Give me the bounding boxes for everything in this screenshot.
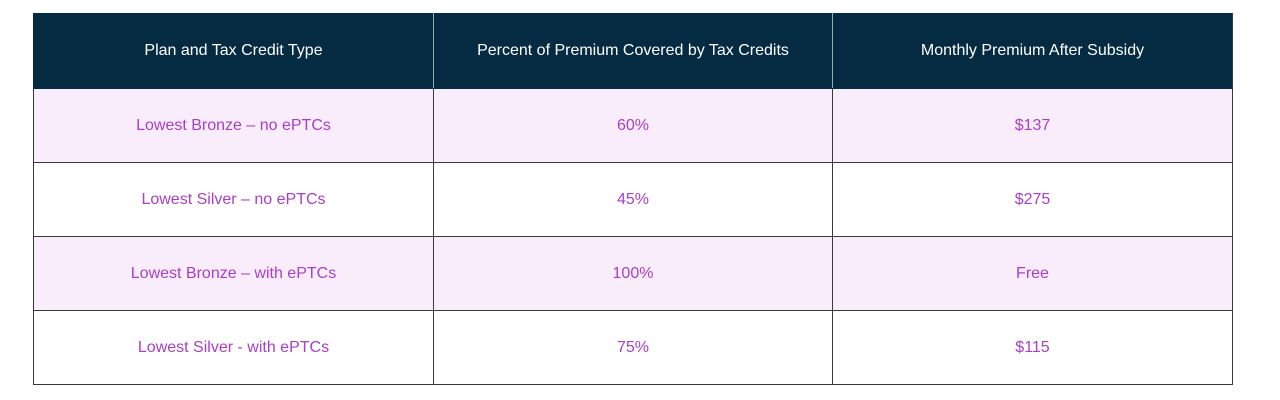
premium-comparison-table: Plan and Tax Credit Type Percent of Prem… [33, 13, 1233, 385]
cell-percent: 60% [433, 88, 833, 163]
table-header: Plan and Tax Credit Type Percent of Prem… [33, 13, 1233, 89]
header-percent-covered: Percent of Premium Covered by Tax Credit… [433, 13, 833, 89]
cell-premium: $275 [832, 162, 1233, 237]
table-row: Lowest Silver – no ePTCs 45% $275 [33, 162, 1233, 237]
table-row: Lowest Bronze – with ePTCs 100% Free [33, 236, 1233, 311]
cell-premium: Free [832, 236, 1233, 311]
cell-plan: Lowest Silver – no ePTCs [33, 162, 434, 237]
cell-percent: 75% [433, 310, 833, 385]
cell-plan: Lowest Silver - with ePTCs [33, 310, 434, 385]
table-body: Lowest Bronze – no ePTCs 60% $137 Lowest… [33, 88, 1233, 385]
cell-percent: 100% [433, 236, 833, 311]
cell-percent: 45% [433, 162, 833, 237]
table-row: Lowest Bronze – no ePTCs 60% $137 [33, 88, 1233, 163]
cell-plan: Lowest Bronze – no ePTCs [33, 88, 434, 163]
header-plan-type: Plan and Tax Credit Type [33, 13, 434, 89]
header-row: Plan and Tax Credit Type Percent of Prem… [33, 13, 1233, 89]
cell-premium: $137 [832, 88, 1233, 163]
table-row: Lowest Silver - with ePTCs 75% $115 [33, 310, 1233, 385]
cell-premium: $115 [832, 310, 1233, 385]
header-monthly-premium: Monthly Premium After Subsidy [832, 13, 1233, 89]
cell-plan: Lowest Bronze – with ePTCs [33, 236, 434, 311]
